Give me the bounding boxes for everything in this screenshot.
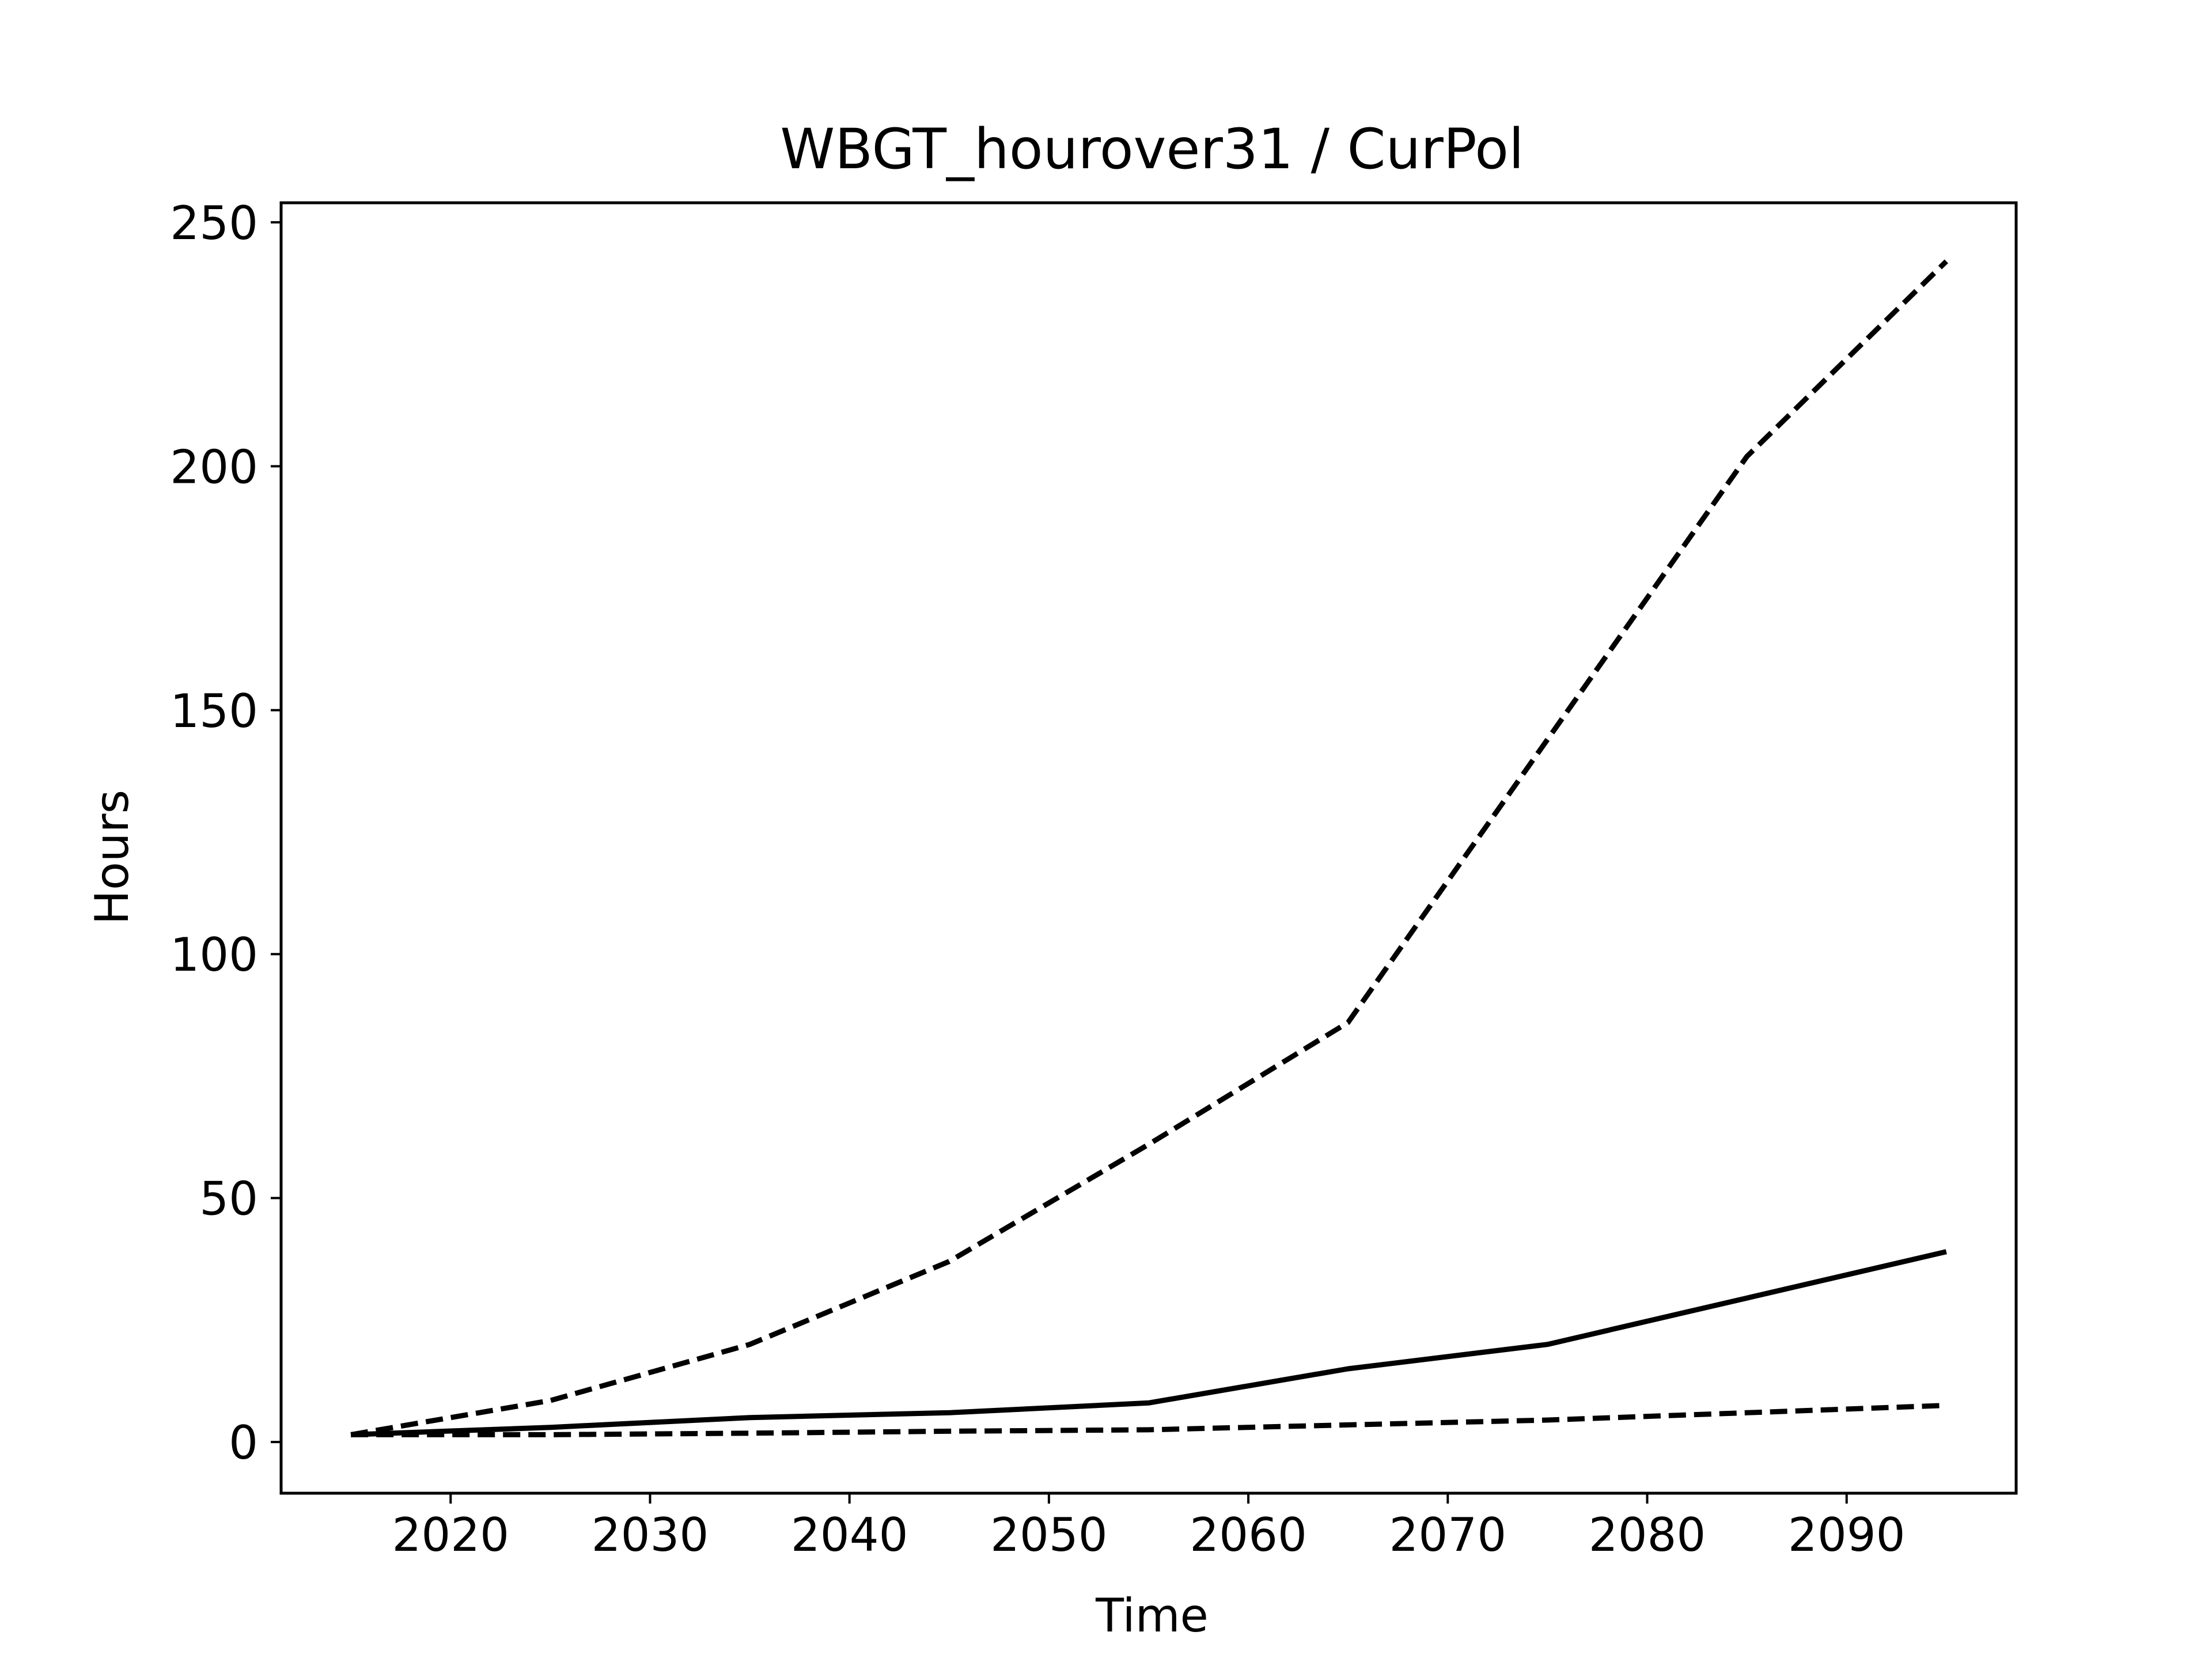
y-axis-ticks: 0 50 100 150 200 250 bbox=[170, 196, 281, 1470]
y-tick-label: 0 bbox=[229, 1416, 258, 1470]
plot-frame bbox=[279, 201, 2018, 1495]
x-tick-label: 2080 bbox=[1589, 1508, 1706, 1562]
series-line-3 bbox=[351, 1403, 1946, 1437]
y-tick-label: 250 bbox=[170, 196, 258, 250]
x-tick-label: 2020 bbox=[392, 1508, 509, 1562]
y-tick-label: 100 bbox=[170, 928, 258, 982]
x-tick-label: 2050 bbox=[990, 1508, 1108, 1562]
x-tick-label: 2030 bbox=[592, 1508, 709, 1562]
series-line-1 bbox=[351, 1249, 1947, 1437]
x-tick-label: 2070 bbox=[1389, 1508, 1507, 1562]
y-tick-label: 150 bbox=[170, 684, 258, 738]
y-axis-title: Hours bbox=[85, 790, 139, 925]
x-axis-title: Time bbox=[1095, 1589, 1209, 1642]
y-tick-label: 200 bbox=[170, 440, 258, 494]
chart-title: WBGT_hourover31 / CurPol bbox=[780, 117, 1524, 181]
x-axis-ticks: 2020 2030 2040 2050 2060 2070 2080 2090 bbox=[392, 1493, 1906, 1562]
x-tick-label: 2060 bbox=[1190, 1508, 1307, 1562]
x-tick-label: 2040 bbox=[791, 1508, 908, 1562]
x-tick-label: 2090 bbox=[1788, 1508, 1906, 1562]
y-tick-label: 50 bbox=[199, 1172, 258, 1226]
series-layer bbox=[350, 259, 1948, 1437]
